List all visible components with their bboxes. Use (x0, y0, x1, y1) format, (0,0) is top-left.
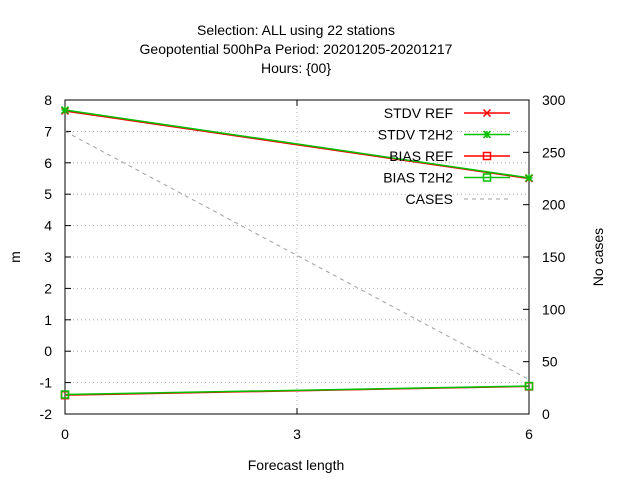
tick-labels: -2 -1 0 1 2 3 4 5 6 7 8 0 50 100 150 200 250 300 0 3 6 (40, 92, 566, 442)
y-tick-label: -2 (40, 406, 53, 422)
y2-tick-label: 50 (542, 354, 558, 370)
y2-tick-label: 200 (542, 197, 566, 213)
legend-label: BIAS REF (389, 148, 453, 164)
y-tick-label: 6 (44, 155, 52, 171)
point-marker (482, 151, 492, 161)
point-marker (482, 108, 492, 118)
legend: STDV REF STDV T2H2 BIAS REF BIAS T2H2 CASES (378, 105, 510, 207)
point-marker (60, 390, 70, 399)
y2-tick-label: 150 (542, 249, 566, 265)
series-line (64, 109, 530, 179)
grid (65, 100, 529, 414)
y-tick-label: 5 (44, 186, 52, 202)
point-marker (482, 173, 492, 182)
y-tick-label: -1 (40, 375, 53, 391)
title-line: Hours: {00} (261, 60, 331, 76)
y-axis-label: m (7, 251, 23, 263)
series-bias-t2h2 (60, 381, 534, 399)
point-marker (524, 381, 534, 391)
y-tick-label: 3 (44, 249, 52, 265)
y-tick-label: 0 (44, 343, 52, 359)
y-tick-label: 7 (44, 123, 52, 139)
legend-label: STDV REF (384, 105, 453, 121)
y2-tick-label: 100 (542, 301, 566, 317)
y-tick-label: 1 (44, 312, 52, 328)
y2-tick-label: 250 (542, 144, 566, 160)
series-line (64, 385, 530, 396)
title-line: Selection: ALL using 22 stations (197, 22, 395, 38)
series-stdv-t2h2 (60, 106, 534, 182)
y2-tick-label: 300 (542, 92, 566, 108)
y2-tick-label: 0 (542, 406, 550, 422)
y2-axis-label: No cases (590, 228, 606, 286)
x-tick-label: 3 (293, 426, 301, 442)
x-tick-label: 0 (61, 426, 69, 442)
y-tick-label: 8 (44, 92, 52, 108)
y-tick-label: 4 (44, 218, 52, 234)
x-axis-label: Forecast length (248, 457, 345, 473)
series-stdv-ref (60, 106, 534, 183)
axes (64, 99, 530, 415)
legend-label: CASES (406, 191, 453, 207)
legend-label: BIAS T2H2 (383, 170, 453, 186)
x-tick-label: 6 (525, 426, 533, 442)
y-tick-label: 2 (44, 280, 52, 296)
title-line: Geopotential 500hPa Period: 20201205-202… (140, 41, 453, 57)
series (60, 106, 534, 400)
legend-label: STDV T2H2 (378, 127, 453, 143)
chart-title: Selection: ALL using 22 stations Geopoten… (140, 22, 453, 76)
